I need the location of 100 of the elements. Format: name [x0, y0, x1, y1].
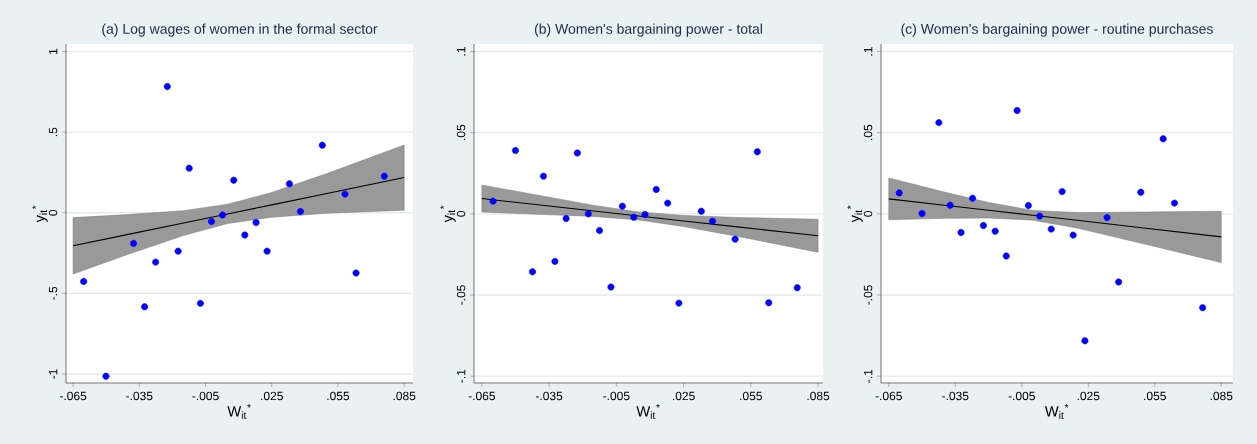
- point: [697, 207, 705, 215]
- x-tick-label: .085: [393, 391, 416, 401]
- point: [1013, 107, 1021, 115]
- point: [946, 201, 954, 209]
- y-tick-label: -.5: [48, 286, 58, 300]
- point: [1069, 231, 1077, 239]
- point: [296, 208, 304, 215]
- y-tick-label: .1: [864, 47, 873, 56]
- y-tick-label: -.05: [863, 285, 873, 305]
- y-axis-title: y$_{it}$*: [32, 205, 48, 223]
- y-tick-label: -.1: [864, 369, 873, 383]
- point: [529, 268, 536, 276]
- x-axis-title: W$_{it}$*: [636, 404, 660, 419]
- y-tick-label: .05: [456, 124, 466, 140]
- y-tick-label: 1: [49, 48, 58, 54]
- point: [241, 231, 249, 239]
- point: [630, 213, 638, 221]
- point: [80, 277, 88, 285]
- point: [489, 197, 497, 205]
- point: [675, 299, 683, 307]
- x-tick-label: -.035: [126, 391, 153, 401]
- point: [380, 172, 388, 180]
- y-axis-title: y$_{it}$*: [847, 205, 863, 223]
- line-series: [888, 198, 1222, 238]
- point: [618, 202, 626, 210]
- point: [152, 258, 160, 266]
- point: [895, 189, 903, 197]
- point: [1081, 337, 1089, 345]
- y-tick-label: -.05: [456, 285, 466, 305]
- point: [185, 164, 193, 172]
- y-tick-label: -1: [49, 369, 58, 379]
- x-tick-label: -.035: [535, 391, 563, 401]
- x-tick-label: .025: [672, 391, 695, 401]
- point: [584, 210, 592, 218]
- point: [935, 119, 943, 127]
- x-axis-title: W$_{it}$*: [227, 404, 251, 419]
- point: [102, 372, 110, 380]
- x-tick-label: -.005: [192, 391, 219, 401]
- point: [196, 299, 204, 307]
- chart-title: (a) Log wages of women in the formal sector: [102, 23, 378, 37]
- point: [263, 247, 271, 255]
- y-tick-label: -.1: [457, 369, 466, 383]
- point: [731, 235, 739, 243]
- x-tick-label: -.065: [59, 391, 87, 401]
- y-axis-title: y$_{it}$*: [440, 205, 456, 223]
- y-tick-label: 0: [456, 210, 466, 217]
- point: [174, 247, 182, 255]
- point: [793, 284, 801, 292]
- x-tick-label: -.065: [468, 391, 496, 401]
- point: [318, 141, 326, 149]
- point: [957, 229, 965, 236]
- point: [918, 210, 926, 217]
- y-tick-label: .05: [863, 124, 873, 140]
- x-tick-label: -.035: [942, 391, 969, 401]
- point: [219, 211, 226, 219]
- line-series: [481, 198, 819, 237]
- y-tick-label: .1: [457, 47, 466, 56]
- y-tick-label: 0: [48, 209, 58, 216]
- point: [1137, 188, 1145, 196]
- point: [230, 176, 238, 184]
- point: [1159, 135, 1167, 143]
- chart-title: (b) Women's bargaining power - total: [534, 23, 762, 37]
- x-tick-label: .025: [1077, 391, 1100, 401]
- point: [163, 83, 171, 91]
- point: [573, 149, 581, 157]
- x-tick-label: -.005: [1008, 391, 1035, 401]
- point: [540, 172, 547, 180]
- point: [596, 227, 603, 235]
- chart-title: (c) Women's bargaining power - routine purchases: [901, 23, 1213, 37]
- x-tick-label: .055: [740, 391, 762, 401]
- x-axis-title: W$_{it}$*: [1044, 404, 1069, 419]
- point: [1103, 214, 1111, 222]
- x-tick-label: .025: [261, 391, 283, 401]
- point: [341, 190, 349, 198]
- point: [753, 148, 761, 156]
- point: [208, 218, 215, 225]
- line-series: [72, 176, 405, 247]
- point: [1047, 225, 1055, 233]
- point: [562, 215, 570, 223]
- point: [765, 299, 773, 307]
- point: [991, 227, 999, 235]
- point: [1171, 199, 1178, 207]
- x-tick-label: -.065: [875, 391, 902, 401]
- x-tick-label: .085: [1210, 391, 1233, 401]
- point: [130, 239, 138, 247]
- point: [979, 222, 987, 229]
- point: [512, 147, 519, 154]
- y-tick-label: 0: [863, 210, 873, 217]
- point: [1058, 188, 1066, 196]
- point: [252, 218, 260, 226]
- point: [1002, 252, 1010, 260]
- point: [141, 303, 149, 311]
- y-tick-label: .5: [48, 127, 58, 137]
- point: [607, 283, 615, 291]
- point: [652, 186, 660, 193]
- point: [709, 217, 716, 225]
- x-tick-label: .055: [327, 391, 350, 401]
- point: [1115, 278, 1123, 286]
- point: [285, 180, 293, 188]
- x-tick-label: -.005: [603, 391, 630, 401]
